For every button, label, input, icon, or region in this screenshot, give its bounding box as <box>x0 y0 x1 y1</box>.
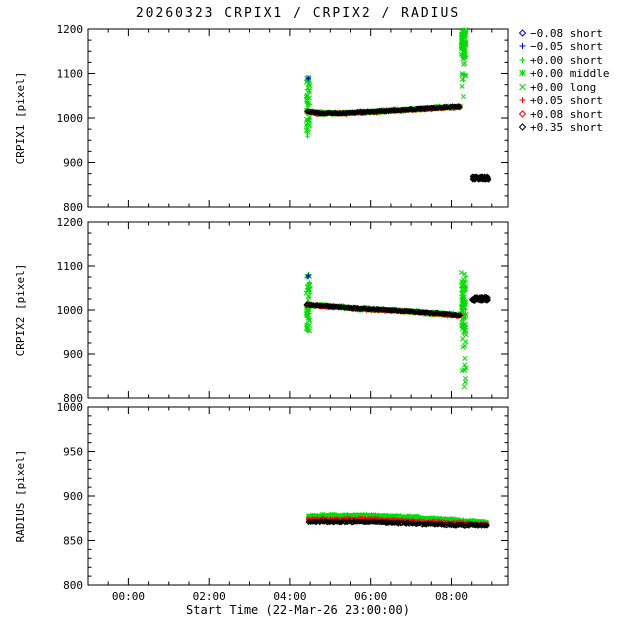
legend-cross-icon <box>519 83 526 91</box>
y-tick-label: 1200 <box>57 23 84 36</box>
panel-frame-crpix2 <box>87 221 509 399</box>
legend-label-1: −0.05 short <box>530 40 603 53</box>
legend-label-2: +0.00 short <box>530 54 603 67</box>
y-tick-label: 900 <box>63 348 83 361</box>
y-axis-title-crpix1: CRPIX1 [pixel] <box>14 72 27 165</box>
series-crpix2-diamond <box>303 301 463 319</box>
legend-label-5: +0.05 short <box>530 94 603 107</box>
y-tick-label: 1000 <box>57 401 84 414</box>
y-tick-label: 1000 <box>57 112 84 125</box>
legend-label-6: +0.08 short <box>530 108 603 121</box>
series-crpix1-diamond <box>469 173 492 183</box>
legend-diamond-icon <box>518 29 527 37</box>
x-tick-label: 04:00 <box>273 590 306 603</box>
y-tick-label: 800 <box>63 392 83 405</box>
y-tick-label: 1200 <box>57 216 84 229</box>
y-tick-label: 1100 <box>57 68 84 81</box>
legend-asterisk-icon <box>519 69 526 77</box>
chart-title: 20260323 CRPIX1 / CRPIX2 / RADIUS <box>136 6 460 21</box>
series-radius-cross <box>306 512 490 527</box>
y-tick-label: 900 <box>63 157 83 170</box>
legend-diamond-icon <box>518 110 527 118</box>
y-axis-title-radius: RADIUS [pixel] <box>14 450 27 543</box>
x-tick-label: 06:00 <box>354 590 387 603</box>
series-crpix1-diamond <box>304 103 463 117</box>
legend-label-0: −0.08 short <box>530 27 603 40</box>
legend-label-4: +0.00 long <box>530 81 596 94</box>
panel-frame-radius <box>87 406 509 586</box>
axes: 800 900 1000 1100 1200 800 900 1000 1100 1200 800 8… <box>57 23 509 603</box>
x-tick-label: 00:00 <box>112 590 145 603</box>
legend-label-7: +0.35 short <box>530 121 603 134</box>
series-crpix1-cross <box>458 27 469 100</box>
series-crpix1-plus <box>306 75 311 82</box>
series-crpix2-cross <box>459 332 469 390</box>
x-axis-title: Start Time (22-Mar-26 23:00:00) <box>186 603 410 617</box>
x-tick-label: 02:00 <box>193 590 226 603</box>
legend-diamond-icon <box>518 123 527 131</box>
y-tick-label: 1100 <box>57 260 84 273</box>
series-crpix2-diamond <box>468 293 492 305</box>
legend-plus-icon <box>519 43 526 49</box>
legend-plus-icon <box>519 57 526 63</box>
y-tick-label: 850 <box>63 535 83 548</box>
legend-symbols <box>518 29 527 131</box>
legend-label-3: +0.00 middle <box>530 67 609 80</box>
y-tick-label: 800 <box>63 579 83 592</box>
series-crpix2-plus <box>305 273 311 279</box>
data-series <box>303 27 492 529</box>
y-tick-label: 1000 <box>57 304 84 317</box>
y-axis-title-crpix2: CRPIX2 [pixel] <box>14 264 27 357</box>
series-radius-diamond <box>305 518 490 529</box>
panel-frame-crpix1 <box>87 28 509 208</box>
y-tick-label: 900 <box>63 490 83 503</box>
y-tick-label: 950 <box>63 446 83 459</box>
y-tick-label: 800 <box>63 201 83 214</box>
x-tick-label: 08:00 <box>435 590 468 603</box>
legend-plus-icon <box>519 97 526 103</box>
